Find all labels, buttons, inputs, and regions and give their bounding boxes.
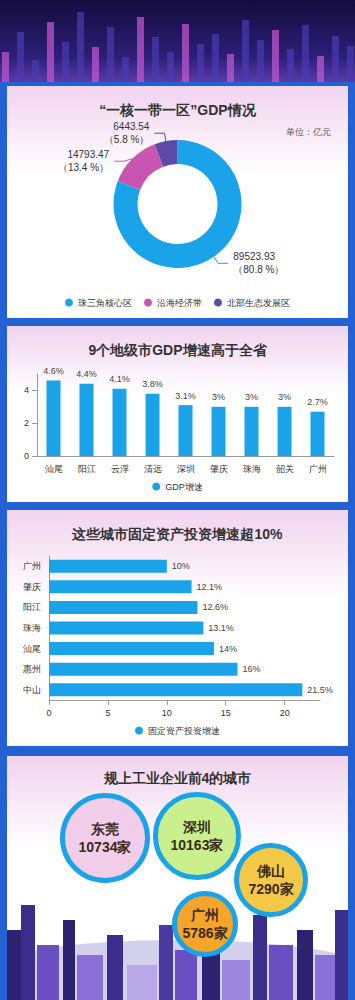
svg-text:10%: 10% xyxy=(172,561,190,571)
svg-text:20: 20 xyxy=(280,708,290,718)
svg-text:3%: 3% xyxy=(245,392,258,402)
svg-text:（80.8 %）: （80.8 %） xyxy=(233,264,284,275)
svg-text:韶关: 韶关 xyxy=(276,464,294,474)
html-text:10734家: 10734家 xyxy=(78,839,132,855)
svg-text:21.5%: 21.5% xyxy=(307,685,333,695)
svg-text:深圳: 深圳 xyxy=(177,464,195,474)
svg-text:珠海: 珠海 xyxy=(23,623,41,633)
svg-text:16%: 16% xyxy=(243,664,261,674)
svg-text:固定资产投资增速: 固定资产投资增速 xyxy=(148,726,220,736)
html-text:深圳: 深圳 xyxy=(183,819,211,835)
svg-text:（13.4 %）: （13.4 %） xyxy=(58,162,109,173)
svg-text:汕尾: 汕尾 xyxy=(45,464,63,474)
svg-text:0: 0 xyxy=(46,708,51,718)
svg-text:珠三角核心区: 珠三角核心区 xyxy=(78,298,132,308)
html-text:东莞: 东莞 xyxy=(91,821,119,837)
svg-text:北部生态发展区: 北部生态发展区 xyxy=(227,298,290,308)
svg-text:9个地级市GDP增速高于全省: 9个地级市GDP增速高于全省 xyxy=(88,342,267,358)
svg-text:5: 5 xyxy=(105,708,110,718)
svg-text:阳江: 阳江 xyxy=(23,602,41,612)
html-text:7290家: 7290家 xyxy=(248,881,294,897)
svg-text:中山: 中山 xyxy=(23,685,41,695)
svg-text:6443.54: 6443.54 xyxy=(113,121,150,132)
svg-text:12.6%: 12.6% xyxy=(202,602,228,612)
svg-text:4.6%: 4.6% xyxy=(43,366,64,376)
svg-text:14%: 14% xyxy=(219,644,237,654)
html-text:10163家: 10163家 xyxy=(170,837,224,853)
svg-text:GDP增速: GDP增速 xyxy=(165,482,203,492)
svg-text:肇庆: 肇庆 xyxy=(210,464,228,474)
svg-text:阳江: 阳江 xyxy=(78,464,96,474)
html-text:广州: 广州 xyxy=(191,907,219,923)
svg-text:4.1%: 4.1% xyxy=(109,374,130,384)
svg-text:10: 10 xyxy=(162,708,172,718)
svg-text:肇庆: 肇庆 xyxy=(23,582,41,592)
svg-text:13.1%: 13.1% xyxy=(208,623,234,633)
svg-text:广州: 广州 xyxy=(23,561,41,571)
svg-text:3%: 3% xyxy=(212,392,225,402)
svg-text:4.4%: 4.4% xyxy=(76,369,97,379)
svg-text:“一核一带一区”GDP情况: “一核一带一区”GDP情况 xyxy=(99,102,256,118)
svg-text:3.8%: 3.8% xyxy=(142,379,163,389)
svg-text:单位：亿元: 单位：亿元 xyxy=(286,127,331,137)
svg-text:沿海经济带: 沿海经济带 xyxy=(157,298,202,308)
html-text:佛山: 佛山 xyxy=(257,863,285,879)
svg-text:珠海: 珠海 xyxy=(243,464,261,474)
svg-text:0: 0 xyxy=(24,451,29,461)
svg-text:4: 4 xyxy=(24,385,29,395)
html-text:规上工业企业前4的城市: 规上工业企业前4的城市 xyxy=(103,770,252,786)
svg-text:3.1%: 3.1% xyxy=(175,391,196,401)
svg-text:89523.93: 89523.93 xyxy=(233,251,275,262)
svg-text:14793.47: 14793.47 xyxy=(67,149,109,160)
html-text:5786家: 5786家 xyxy=(182,925,228,941)
svg-text:云浮: 云浮 xyxy=(111,464,129,474)
svg-text:3%: 3% xyxy=(278,392,291,402)
svg-text:12.1%: 12.1% xyxy=(197,582,223,592)
svg-text:清远: 清远 xyxy=(144,464,162,474)
svg-text:（5.8 %）: （5.8 %） xyxy=(104,134,150,145)
svg-text:这些城市固定资产投资增速超10%: 这些城市固定资产投资增速超10% xyxy=(71,526,283,542)
svg-text:广州: 广州 xyxy=(309,464,327,474)
svg-text:汕尾: 汕尾 xyxy=(23,644,41,654)
svg-text:惠州: 惠州 xyxy=(22,664,41,674)
svg-text:2: 2 xyxy=(24,418,29,428)
svg-text:2.7%: 2.7% xyxy=(307,397,328,407)
svg-text:15: 15 xyxy=(221,708,231,718)
